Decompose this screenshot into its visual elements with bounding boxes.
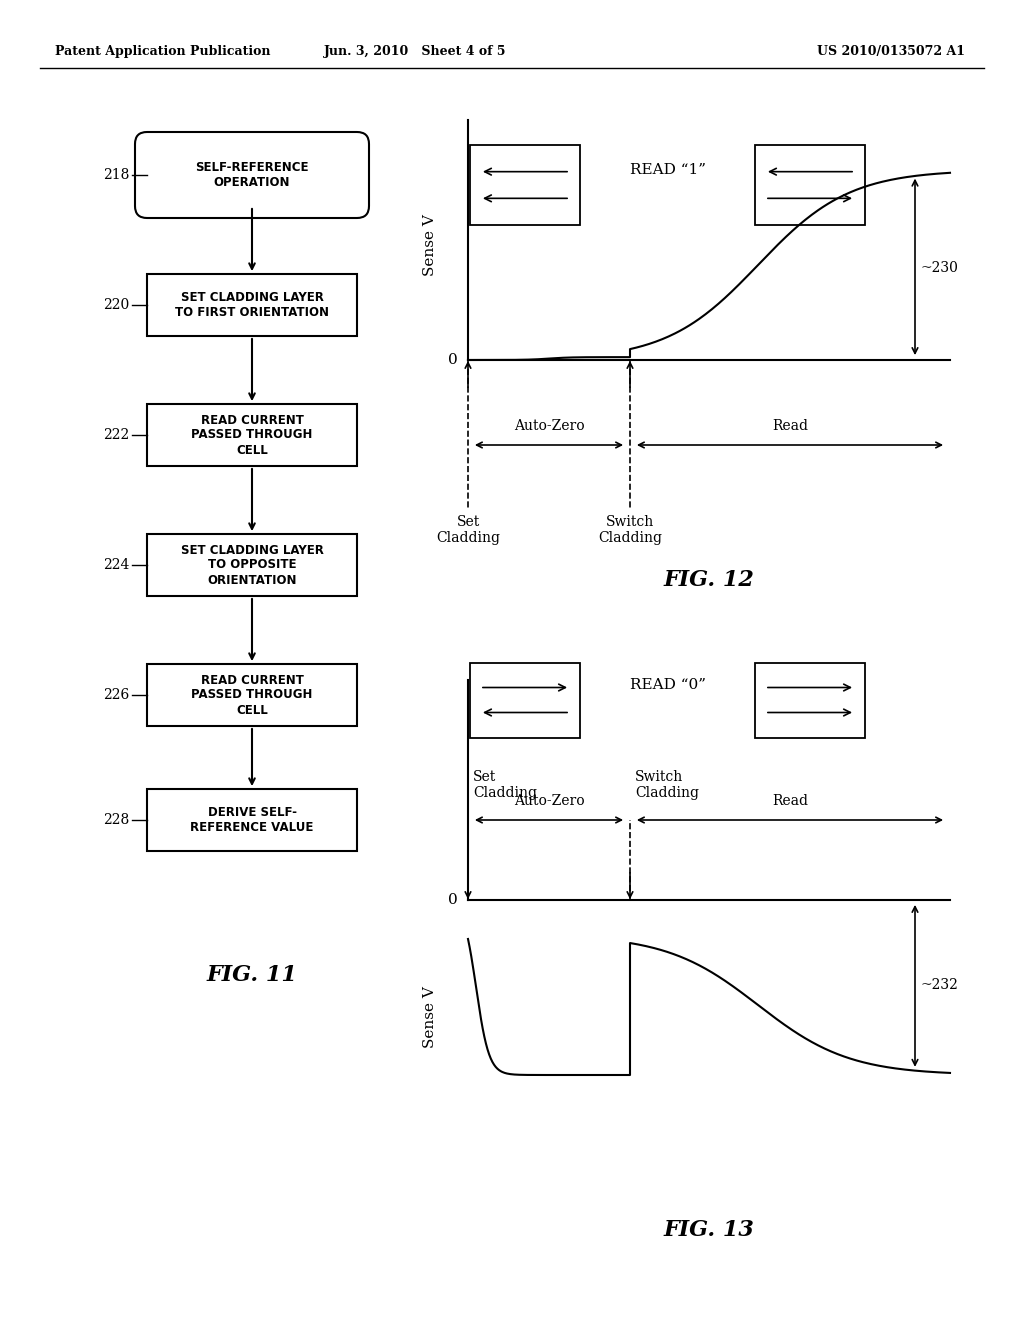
Bar	[147, 789, 357, 851]
Text: Sense V: Sense V	[423, 986, 437, 1048]
Bar	[755, 663, 865, 738]
Text: Patent Application Publication: Patent Application Publication	[55, 45, 270, 58]
Text: 220: 220	[102, 298, 129, 312]
Text: Auto-Zero: Auto-Zero	[514, 418, 585, 433]
Text: DERIVE SELF-
REFERENCE VALUE: DERIVE SELF- REFERENCE VALUE	[190, 807, 313, 834]
Text: 0: 0	[449, 352, 458, 367]
Text: Auto-Zero: Auto-Zero	[514, 795, 585, 808]
Text: Switch
Cladding: Switch Cladding	[598, 515, 662, 545]
Text: 0: 0	[449, 894, 458, 907]
FancyBboxPatch shape	[135, 132, 369, 218]
Bar	[470, 663, 580, 738]
Bar	[147, 404, 357, 466]
Text: Read: Read	[772, 795, 808, 808]
Text: FIG. 12: FIG. 12	[664, 569, 755, 591]
Text: SET CLADDING LAYER
TO OPPOSITE
ORIENTATION: SET CLADDING LAYER TO OPPOSITE ORIENTATI…	[180, 544, 324, 586]
Text: FIG. 11: FIG. 11	[207, 964, 297, 986]
Bar	[147, 664, 357, 726]
Text: Set
Cladding: Set Cladding	[436, 515, 500, 545]
Text: Read: Read	[772, 418, 808, 433]
Text: US 2010/0135072 A1: US 2010/0135072 A1	[817, 45, 965, 58]
Text: Switch
Cladding: Switch Cladding	[635, 770, 699, 800]
Text: READ “0”: READ “0”	[630, 678, 706, 692]
Text: READ CURRENT
PASSED THROUGH
CELL: READ CURRENT PASSED THROUGH CELL	[191, 413, 312, 457]
Text: Set
Cladding: Set Cladding	[473, 770, 537, 800]
Text: ~230: ~230	[921, 261, 958, 275]
Text: Sense V: Sense V	[423, 214, 437, 276]
Text: 224: 224	[102, 558, 129, 572]
Text: 218: 218	[102, 168, 129, 182]
Bar	[147, 535, 357, 597]
Text: 222: 222	[102, 428, 129, 442]
Text: SELF-REFERENCE
OPERATION: SELF-REFERENCE OPERATION	[196, 161, 309, 189]
Text: Jun. 3, 2010   Sheet 4 of 5: Jun. 3, 2010 Sheet 4 of 5	[324, 45, 506, 58]
Bar	[755, 145, 865, 224]
Bar	[147, 275, 357, 337]
Text: 226: 226	[102, 688, 129, 702]
Text: 228: 228	[102, 813, 129, 828]
Text: FIG. 13: FIG. 13	[664, 1218, 755, 1241]
Text: ~232: ~232	[921, 978, 958, 991]
Text: READ CURRENT
PASSED THROUGH
CELL: READ CURRENT PASSED THROUGH CELL	[191, 673, 312, 717]
Text: READ “1”: READ “1”	[630, 162, 706, 177]
Bar	[470, 145, 580, 224]
Text: SET CLADDING LAYER
TO FIRST ORIENTATION: SET CLADDING LAYER TO FIRST ORIENTATION	[175, 290, 329, 319]
